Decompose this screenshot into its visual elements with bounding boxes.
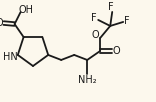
Text: O: O <box>112 46 120 56</box>
Text: F: F <box>108 2 114 12</box>
Text: F: F <box>124 16 130 26</box>
Text: O: O <box>91 30 99 40</box>
Text: F: F <box>91 13 97 23</box>
Text: HN: HN <box>3 52 18 62</box>
Text: O: O <box>0 18 3 28</box>
Text: NH₂: NH₂ <box>78 75 97 85</box>
Text: OH: OH <box>18 5 33 15</box>
